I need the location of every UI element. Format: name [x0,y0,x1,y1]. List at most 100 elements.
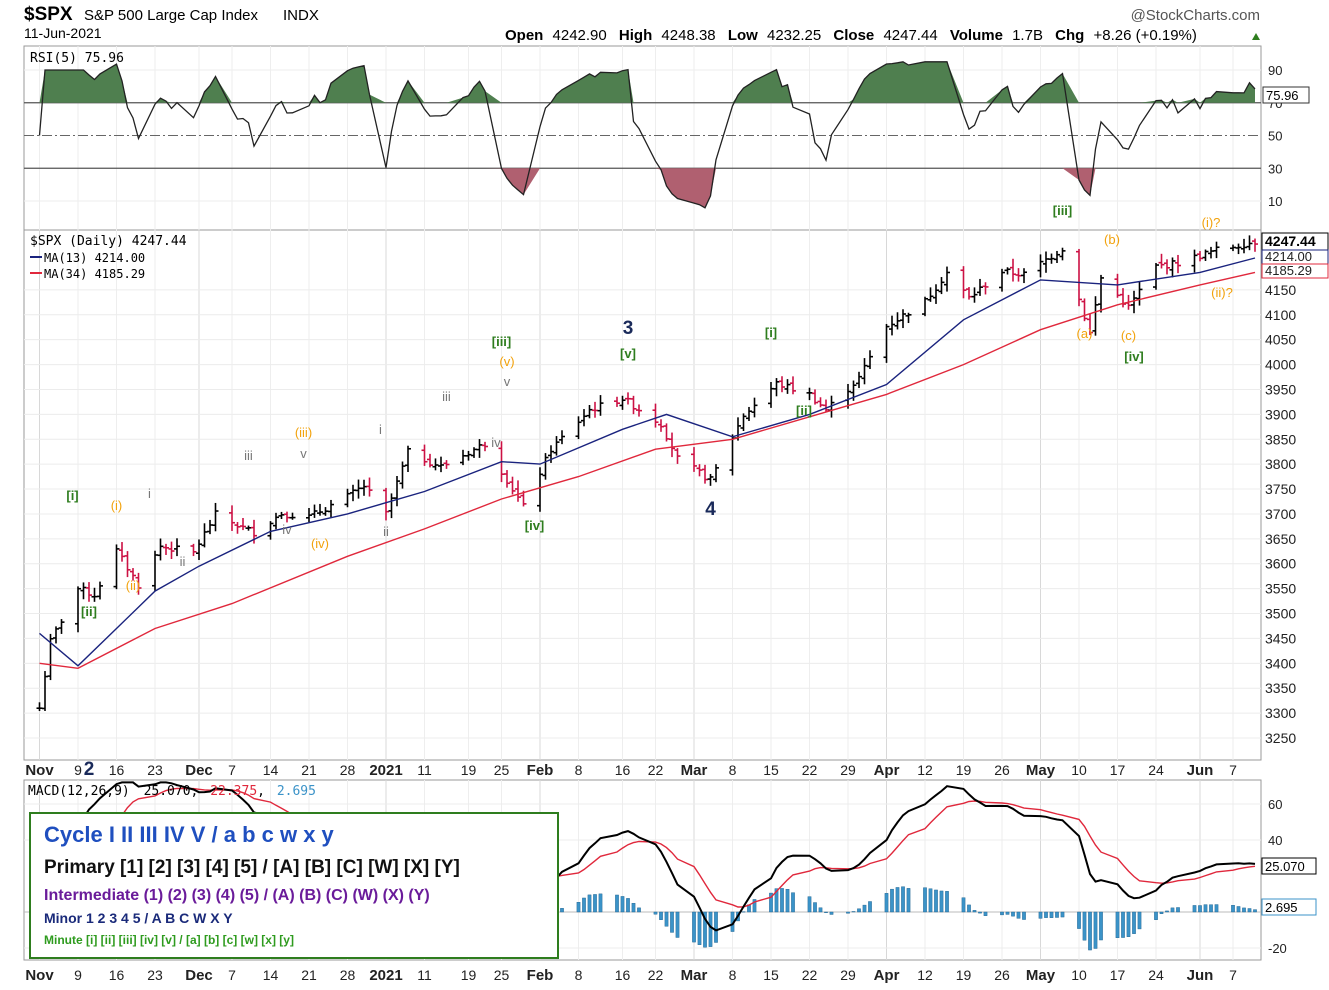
macd-hist-bar [1000,911,1004,916]
x-tick-label: Jun [1187,967,1214,984]
wave-label: [ii] [796,403,812,418]
macd-hist-bar [972,910,977,913]
price-bar [196,539,202,560]
x-tick-label: 22 [648,967,664,983]
price-bar [784,379,791,394]
price-bar [542,453,549,480]
price-bar [1092,296,1099,336]
x-tick-label: 26 [994,967,1010,983]
macd-hist-bar [774,888,779,913]
ma34-tag [1261,263,1329,279]
legend-primary: Primary [1] [2] [3] [4] [5] / [A] [B] [C… [44,857,460,878]
price-bar [460,449,466,466]
price-label: $SPX (Daily) 4247.44 [30,234,187,249]
price-bar [234,522,241,534]
macd-v2: 22.375 [210,784,257,799]
x-tick-label: 11 [417,967,432,983]
x-tick-label: Feb [527,967,554,984]
price-bar [97,581,103,600]
x-tick-label: Dec [185,967,213,984]
close-tag-text: 4247.44 [1265,233,1316,249]
price-bar [1153,263,1159,290]
wave-label: (iii) [295,425,312,440]
index-name: S&P 500 Large Cap Index [84,7,259,24]
price-bar [42,671,48,712]
x-tick-label: 8 [575,967,583,983]
x-tick-label: 16 [615,967,631,983]
x-tick-label: 9 [74,762,82,778]
wave-label: ii [180,554,186,569]
price-bar [1004,267,1011,275]
price-bar [284,511,290,523]
x-tick-label: 21 [301,967,317,983]
x-tick-label: 23 [147,762,163,778]
price-bar [1048,253,1055,264]
price-bar [476,439,483,458]
price-bar [443,460,450,469]
price-bar [1087,313,1093,336]
macd-v1: 25.070 [144,784,191,799]
x-tick-label: 2021 [369,967,402,984]
x-tick-label: 22 [648,762,664,778]
x-tick-label: 22 [802,967,818,983]
price-bar [366,477,373,497]
x-tick-label: 29 [840,762,856,778]
macd-hist-bar [1115,911,1120,939]
chg-value: +8.26 (+0.19%) [1093,27,1196,44]
ma13-tag-text: 4214.00 [1265,249,1312,264]
macd-hist-bar [1077,911,1081,929]
macd-hist-bar [1016,911,1021,919]
macd-hist-bar [1242,907,1246,913]
price-bar [1059,247,1066,261]
price-bar [201,523,208,548]
macd-hist-bar [813,902,817,913]
wave-label: (v) [499,354,514,369]
price-bar [344,488,351,508]
price-bar [1114,273,1121,298]
price-bar [322,507,329,516]
macd-hist-bar [1203,904,1208,913]
price-bar [157,538,164,561]
x-tick-label: 14 [263,967,279,983]
price-bar [817,397,824,408]
price-bar [597,395,604,416]
price-bar [790,376,796,395]
price-bar [1098,274,1104,313]
x-tick-label: 2021 [369,762,402,779]
macd-hist-bar [692,911,696,943]
wave-label: (i)? [1202,215,1221,230]
macd-hist-bar [1088,911,1092,951]
rsi-label: RSI(5) 75.96 [30,51,124,66]
price-bar [229,505,235,531]
price-bar [91,587,98,602]
price-bar [713,464,719,483]
price-bar [751,397,758,418]
ma34-line [39,271,1256,670]
macd-hist-bar [1022,911,1026,920]
price-bar [361,479,367,496]
wave-label: ii [383,524,389,539]
x-tick-label: Nov [25,967,54,984]
macd-hist-bar [928,888,933,913]
price-bar [278,511,285,519]
legend-minute: Minute [i] [ii] [iii] [iv] [v] / [a] [b]… [44,933,294,947]
price-bar [636,404,642,417]
price-bar [1202,249,1209,261]
x-tick-label: 25 [494,762,510,778]
price-tick-label: 3600 [1265,556,1296,572]
price-bar [311,504,318,518]
x-tick-label: 22 [802,762,818,778]
macd-tick-label: 60 [1268,797,1282,812]
low-label: Low [728,27,758,44]
price-bar [1241,238,1247,254]
macd-hist-bar [967,904,971,913]
macd-hist-bar [1049,911,1054,918]
macd-hist-bar [978,911,982,914]
macd-hist-bar [769,892,773,913]
price-bar [432,458,439,471]
price-bar [691,447,697,472]
x-tick-label: 7 [228,762,236,778]
date: 11-Jun-2021 [24,25,102,41]
price-bar [80,582,87,600]
ma34-label: MA(34) 4185.29 [44,267,145,281]
